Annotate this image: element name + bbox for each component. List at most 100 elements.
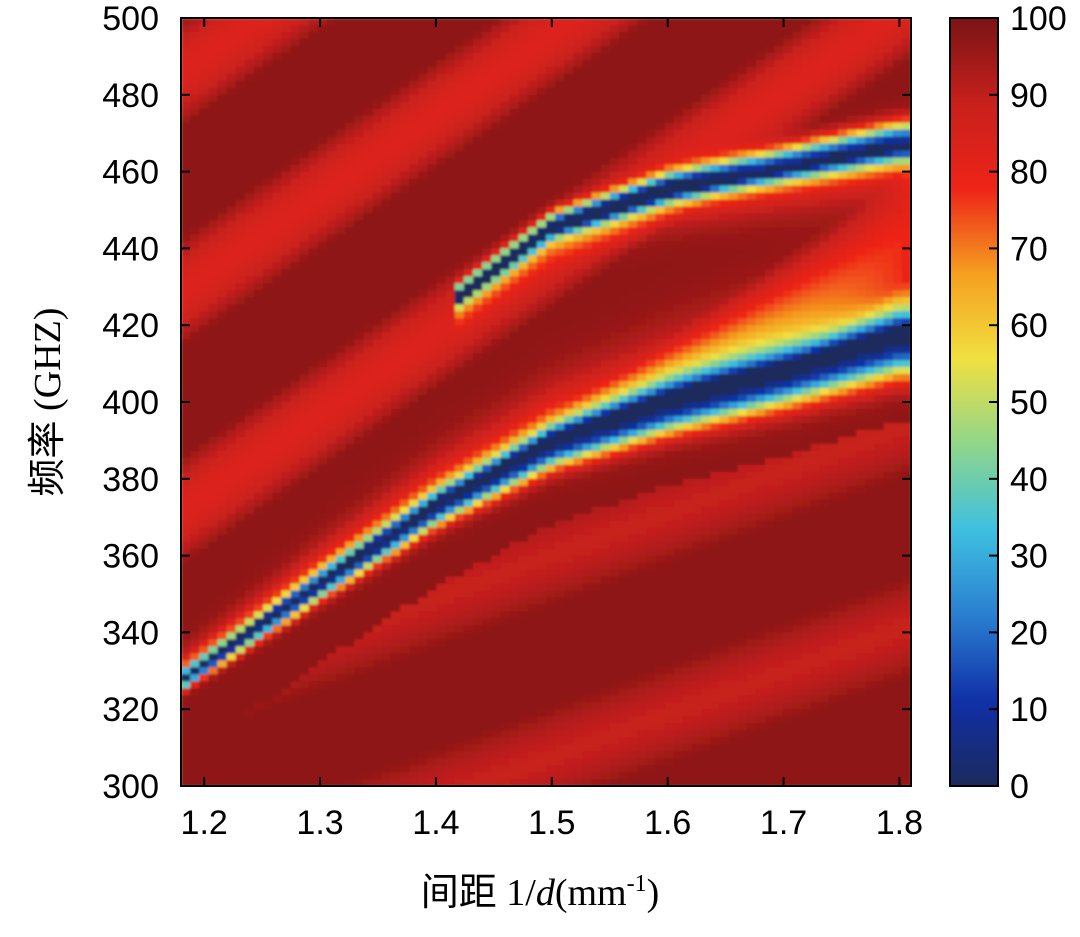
- heatmap-cell: [308, 360, 319, 368]
- heatmap-cell: [664, 262, 675, 271]
- heatmap-cell: [390, 360, 401, 368]
- heatmap-cell: [828, 255, 839, 264]
- heatmap-cell: [682, 206, 693, 215]
- heatmap-cell: [828, 122, 839, 131]
- heatmap-cell: [327, 122, 337, 131]
- heatmap-cell: [536, 290, 547, 298]
- heatmap-cell: [363, 388, 374, 396]
- heatmap-cell: [582, 199, 593, 208]
- heatmap-cell: [755, 325, 766, 333]
- heatmap-cell: [290, 66, 301, 75]
- heatmap-cell: [609, 353, 620, 361]
- heatmap-cell: [856, 122, 867, 131]
- heatmap-cell: [199, 346, 210, 354]
- heatmap-cell: [226, 450, 237, 459]
- heatmap-cell: [299, 332, 310, 340]
- heatmap-cell: [308, 255, 319, 264]
- heatmap-cell: [463, 339, 474, 347]
- heatmap-cell: [901, 339, 911, 347]
- heatmap-cell: [527, 31, 538, 40]
- heatmap-cell: [728, 59, 739, 68]
- heatmap-cell: [308, 346, 319, 354]
- heatmap-cell: [199, 241, 210, 250]
- heatmap-cell: [701, 304, 711, 312]
- heatmap-cell: [883, 381, 894, 389]
- heatmap-cell: [235, 318, 246, 326]
- heatmap-cell: [692, 262, 702, 271]
- heatmap-cell: [883, 360, 894, 368]
- heatmap-cell: [646, 59, 657, 68]
- heatmap-cell: [272, 388, 283, 396]
- heatmap-cell: [746, 24, 757, 33]
- heatmap-cell: [345, 353, 356, 361]
- heatmap-cell: [518, 415, 529, 424]
- heatmap-cell: [655, 192, 666, 201]
- heatmap-cell: [418, 360, 429, 368]
- heatmap-cell: [263, 227, 273, 236]
- heatmap-cell: [463, 108, 474, 117]
- heatmap-cell: [828, 24, 839, 33]
- heatmap-cell: [701, 408, 711, 417]
- heatmap-cell: [272, 422, 283, 431]
- heatmap-cell: [692, 422, 702, 431]
- heatmap-cell: [828, 290, 839, 298]
- heatmap-cell: [254, 24, 264, 33]
- heatmap-cell: [308, 150, 319, 159]
- heatmap-cell: [235, 24, 246, 33]
- heatmap-cell: [865, 402, 876, 410]
- heatmap-cell: [847, 353, 857, 361]
- heatmap-cell: [692, 192, 702, 201]
- heatmap-cell: [755, 178, 766, 187]
- heatmap-cell: [190, 178, 200, 187]
- heatmap-cell: [181, 276, 191, 285]
- heatmap-cell: [463, 325, 474, 333]
- heatmap-cell: [701, 66, 711, 75]
- heatmap-cell: [409, 234, 419, 243]
- heatmap-cell: [381, 143, 392, 152]
- heatmap-cell: [792, 52, 803, 61]
- heatmap-cell: [299, 436, 310, 445]
- heatmap-cell: [546, 395, 556, 403]
- heatmap-cell: [354, 332, 365, 340]
- heatmap-cell: [819, 304, 830, 312]
- heatmap-cell: [673, 52, 684, 61]
- heatmap-cell: [299, 136, 310, 145]
- heatmap-cell: [181, 227, 191, 236]
- heatmap-cell: [737, 122, 748, 131]
- heatmap-cell: [500, 136, 511, 145]
- heatmap-cell: [582, 143, 593, 152]
- heatmap-cell: [838, 171, 848, 180]
- heatmap-cell: [619, 115, 629, 124]
- heatmap-cell: [573, 115, 584, 124]
- heatmap-cell: [692, 402, 702, 410]
- heatmap-cell: [564, 255, 575, 264]
- heatmap-cell: [655, 24, 666, 33]
- heatmap-cell: [573, 241, 584, 250]
- heatmap-cell: [409, 73, 419, 82]
- heatmap-cell: [655, 429, 666, 438]
- heatmap-cell: [226, 206, 237, 215]
- heatmap-cell: [609, 415, 620, 424]
- heatmap-cell: [226, 276, 237, 285]
- heatmap-cell: [847, 276, 857, 285]
- heatmap-cell: [509, 227, 520, 236]
- heatmap-cell: [199, 325, 210, 333]
- heatmap-cell: [436, 115, 447, 124]
- heatmap-cell: [536, 360, 547, 368]
- heatmap-cell: [509, 108, 520, 117]
- heatmap-cell: [655, 415, 666, 424]
- heatmap-cell: [637, 269, 648, 278]
- heatmap-cell: [682, 157, 693, 166]
- heatmap-cell: [390, 108, 401, 117]
- heatmap-cell: [363, 38, 374, 47]
- heatmap-cell: [828, 408, 839, 417]
- heatmap-cell: [290, 346, 301, 354]
- heatmap-cell: [418, 66, 429, 75]
- heatmap-cell: [628, 227, 638, 236]
- heatmap-cell: [819, 395, 830, 403]
- heatmap-cell: [810, 164, 821, 173]
- heatmap-cell: [701, 311, 711, 319]
- heatmap-cell: [199, 59, 210, 68]
- heatmap-cell: [719, 360, 730, 368]
- heatmap-cell: [828, 52, 839, 61]
